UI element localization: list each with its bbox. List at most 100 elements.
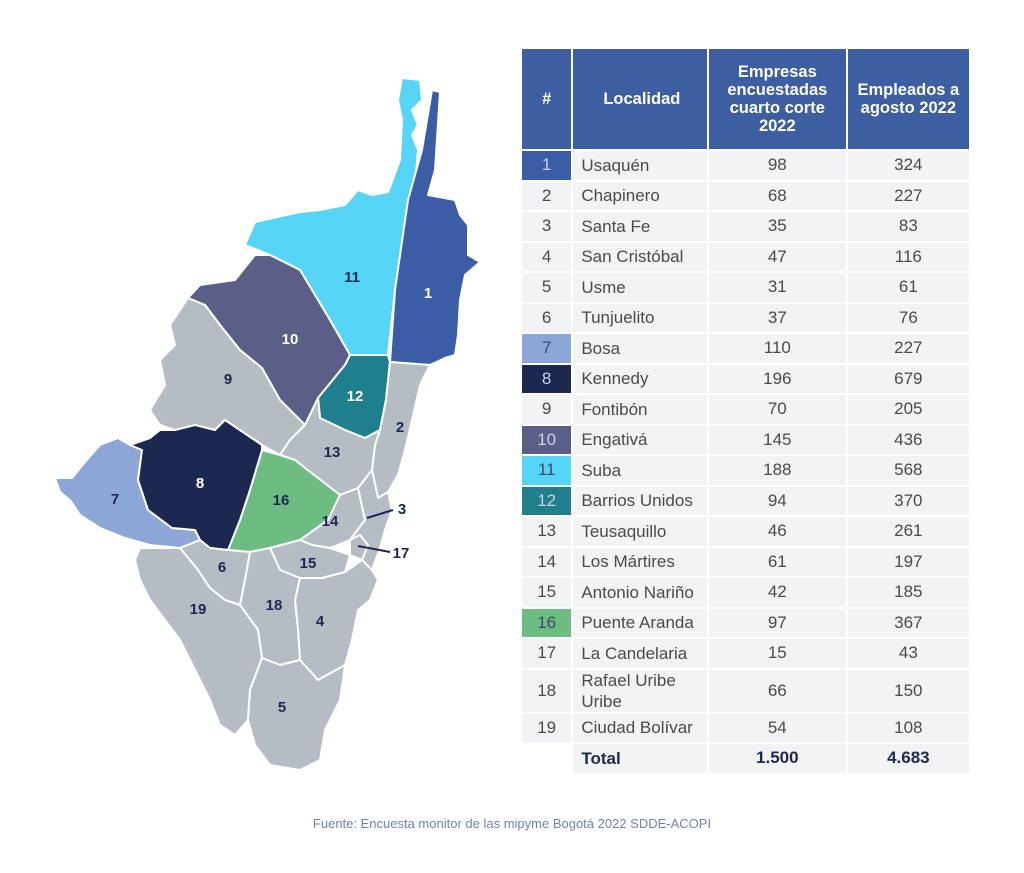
map-region-san-cristobal [294, 559, 379, 681]
pointer-line-3 [366, 509, 394, 519]
row-number: 19 [522, 713, 572, 742]
table-row: 5 Usme 31 61 [522, 273, 969, 302]
header-empresas: Empresas encuestadas cuarto corte 2022 [708, 49, 846, 149]
table-row: 8 Kennedy 196 679 [522, 364, 969, 393]
row-localidad: Usme [573, 273, 707, 302]
table-row: 14 Los Mártires 61 197 [522, 547, 969, 576]
row-number: 15 [522, 578, 572, 607]
map-label-4: 4 [316, 613, 325, 630]
total-empleados: 4.683 [847, 744, 969, 773]
row-empresas: 42 [708, 578, 846, 607]
row-number: 2 [522, 181, 572, 210]
map-region-usme [247, 657, 346, 771]
row-number: 18 [522, 669, 572, 712]
row-localidad: Ciudad Bolívar [573, 713, 707, 742]
map-region-usaquen [389, 89, 481, 366]
table-row: 9 Fontibón 70 205 [522, 395, 969, 424]
row-empresas: 35 [708, 212, 846, 241]
localidades-map: 1 2 3 4 5 6 7 8 9 10 11 12 13 14 15 16 1… [54, 77, 481, 771]
row-empleados: 83 [847, 212, 969, 241]
row-empleados: 205 [847, 395, 969, 424]
table-row: 4 San Cristóbal 47 116 [522, 242, 969, 271]
row-empresas: 196 [708, 364, 846, 393]
table-row: 12 Barrios Unidos 94 370 [522, 486, 969, 515]
pointer-line-17 [357, 545, 391, 553]
source-note: Fuente: Encuesta monitor de las mipyme B… [312, 816, 712, 831]
row-empleados: 679 [847, 364, 969, 393]
row-number: 5 [522, 273, 572, 302]
row-number: 6 [522, 303, 572, 332]
row-empresas: 110 [708, 334, 846, 363]
row-number: 4 [522, 242, 572, 271]
row-empleados: 185 [847, 578, 969, 607]
table-row: 1 Usaquén 98 324 [522, 151, 969, 180]
map-region-kennedy [129, 419, 263, 551]
row-number: 11 [522, 456, 572, 485]
header-empleados: Empleados a agosto 2022 [847, 49, 969, 149]
row-empleados: 324 [847, 151, 969, 180]
table-header-row: # Localidad Empresas encuestadas cuarto … [522, 49, 969, 149]
row-localidad: La Candelaria [573, 639, 707, 668]
row-empleados: 197 [847, 547, 969, 576]
row-empresas: 54 [708, 713, 846, 742]
map-region-la-candelaria [349, 534, 369, 561]
row-empleados: 150 [847, 669, 969, 712]
total-label: Total [573, 744, 707, 773]
table-body: 1 Usaquén 98 324 2 Chapinero 68 227 3 Santa Fe 35 8… [522, 151, 969, 773]
map-label-5: 5 [278, 699, 286, 716]
row-number: 12 [522, 486, 572, 515]
row-empresas: 145 [708, 425, 846, 454]
row-localidad: Rafael Uribe Uribe [573, 669, 707, 712]
table-row: 17 La Candelaria 15 43 [522, 639, 969, 668]
header-localidad: Localidad [573, 49, 707, 149]
table-row: 19 Ciudad Bolívar 54 108 [522, 713, 969, 742]
row-empleados: 436 [847, 425, 969, 454]
row-localidad: Engativá [573, 425, 707, 454]
row-empresas: 31 [708, 273, 846, 302]
total-empresas: 1.500 [708, 744, 846, 773]
table-row: 18 Rafael Uribe Uribe 66 150 [522, 669, 969, 712]
row-empresas: 70 [708, 395, 846, 424]
row-localidad: Antonio Nariño [573, 578, 707, 607]
row-localidad: Suba [573, 456, 707, 485]
row-localidad: Teusaquillo [573, 517, 707, 546]
row-number: 9 [522, 395, 572, 424]
map-label-7: 7 [111, 491, 119, 508]
row-number: 7 [522, 334, 572, 363]
row-empresas: 98 [708, 151, 846, 180]
row-empresas: 97 [708, 608, 846, 637]
row-empleados: 370 [847, 486, 969, 515]
row-number: 10 [522, 425, 572, 454]
row-localidad: Bosa [573, 334, 707, 363]
row-empleados: 108 [847, 713, 969, 742]
row-empleados: 227 [847, 334, 969, 363]
row-empleados: 61 [847, 273, 969, 302]
row-empleados: 76 [847, 303, 969, 332]
map-label-12: 12 [347, 388, 364, 405]
table-row: 16 Puente Aranda 97 367 [522, 608, 969, 637]
row-localidad: Fontibón [573, 395, 707, 424]
table-row: 11 Suba 188 568 [522, 456, 969, 485]
table-row: 7 Bosa 110 227 [522, 334, 969, 363]
row-empresas: 15 [708, 639, 846, 668]
map-label-18: 18 [266, 597, 283, 614]
table-row: 10 Engativá 145 436 [522, 425, 969, 454]
row-empresas: 37 [708, 303, 846, 332]
row-number: 13 [522, 517, 572, 546]
table-row: 3 Santa Fe 35 83 [522, 212, 969, 241]
row-empresas: 66 [708, 669, 846, 712]
map-label-10: 10 [282, 331, 299, 348]
map-label-6: 6 [218, 559, 226, 576]
row-empresas: 188 [708, 456, 846, 485]
row-number: 17 [522, 639, 572, 668]
row-number: 16 [522, 608, 572, 637]
row-localidad: Puente Aranda [573, 608, 707, 637]
row-localidad: Los Mártires [573, 547, 707, 576]
localidades-table: # Localidad Empresas encuestadas cuarto … [520, 47, 971, 775]
map-label-8: 8 [196, 475, 204, 492]
map-label-3: 3 [398, 501, 406, 518]
row-empleados: 261 [847, 517, 969, 546]
row-empresas: 47 [708, 242, 846, 271]
row-empresas: 68 [708, 181, 846, 210]
map-label-11: 11 [344, 269, 360, 286]
